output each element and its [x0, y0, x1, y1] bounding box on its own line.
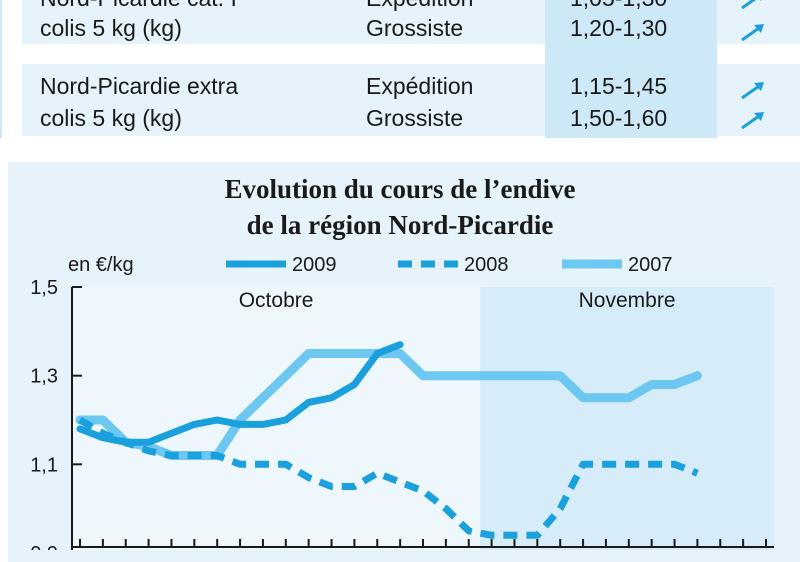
legend-label-2007: 2007	[628, 254, 673, 276]
legend-label-2008: 2008	[464, 254, 509, 276]
endive-price-chart: Octobre Novembre 1,5 1,3 1,1 0,9 2009 2008 200…	[0, 0, 800, 550]
legend-label-2009: 2009	[292, 254, 337, 276]
y-tick-label: 0,9	[30, 543, 58, 550]
period-label-november: Novembre	[579, 289, 676, 312]
y-axis-label: en €/kg	[68, 254, 134, 276]
y-tick-label: 1,3	[30, 366, 58, 388]
y-tick-label: 1,5	[30, 277, 58, 299]
period-label-october: Octobre	[239, 289, 314, 312]
y-tick-label: 1,1	[30, 454, 58, 476]
november-shading	[480, 287, 774, 550]
